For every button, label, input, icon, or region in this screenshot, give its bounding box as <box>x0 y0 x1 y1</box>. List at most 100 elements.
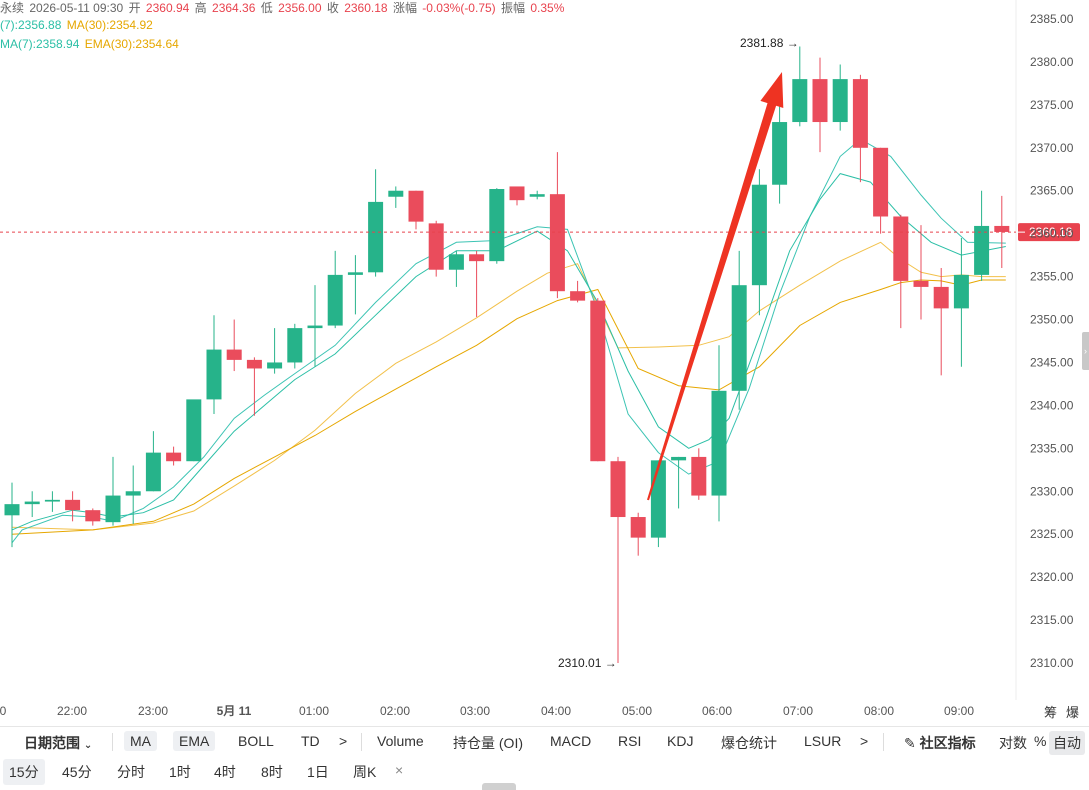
oi-indicator-button[interactable]: 持仓量 (OI) <box>453 735 523 751</box>
legend-ema7: MA(7):2358.94 <box>0 37 80 51</box>
interval-45m[interactable]: 45分 <box>62 764 92 780</box>
candle[interactable] <box>65 491 81 522</box>
interval-15m[interactable]: 15分 <box>3 759 45 785</box>
candle[interactable] <box>347 255 363 315</box>
candle[interactable] <box>731 250 747 410</box>
candle[interactable] <box>994 195 1010 269</box>
candle[interactable] <box>125 465 141 524</box>
candle[interactable] <box>206 315 222 414</box>
ema-indicator-button[interactable]: EMA <box>173 731 216 751</box>
time-axis: 0 22:00 23:00 5月 11 01:00 02:00 03:00 04:00 05:0… <box>0 704 1079 720</box>
candle-body <box>65 499 81 511</box>
candle[interactable] <box>489 188 505 264</box>
log-scale-button[interactable]: 对数 <box>999 735 1027 751</box>
candle[interactable] <box>772 100 788 204</box>
sub-indicators-more-button[interactable]: > <box>860 733 869 749</box>
ma-indicator-button[interactable]: MA <box>124 731 157 751</box>
chip-distribution-label[interactable]: 筹 <box>1044 705 1057 720</box>
candle-body <box>691 456 707 496</box>
community-indicators-button[interactable]: ✎ 社区指标 <box>904 733 976 753</box>
change-value: -0.03%(-0.75) <box>422 1 496 15</box>
interval-1d[interactable]: 1日 <box>307 764 329 780</box>
candle-body <box>125 491 141 496</box>
candle[interactable] <box>792 46 808 127</box>
candle[interactable] <box>590 298 606 462</box>
liquidation-stats-button[interactable]: 爆仓统计 <box>721 735 777 751</box>
candle[interactable] <box>529 190 545 200</box>
volume-indicator-button[interactable]: Volume <box>377 733 424 749</box>
y-tick-label: 2350.00 <box>1030 313 1074 327</box>
candle[interactable] <box>913 225 929 320</box>
candle[interactable] <box>933 268 949 376</box>
candle[interactable] <box>428 220 444 277</box>
candle[interactable] <box>388 186 404 208</box>
macd-indicator-button[interactable]: MACD <box>550 733 592 749</box>
candle[interactable] <box>226 319 242 372</box>
candle-body <box>44 499 60 502</box>
candle[interactable] <box>44 491 60 512</box>
resize-handle[interactable] <box>482 783 516 790</box>
candle[interactable] <box>953 237 969 367</box>
auto-scale-button[interactable]: 自动 <box>1049 731 1085 755</box>
candle-body <box>408 190 424 222</box>
candle[interactable] <box>85 508 101 526</box>
candle[interactable] <box>893 214 909 329</box>
candle[interactable] <box>408 190 424 230</box>
interval-8h[interactable]: 8时 <box>261 764 283 780</box>
candle[interactable] <box>832 64 848 131</box>
candle-body <box>893 216 909 281</box>
interval-timeshare[interactable]: 分时 <box>117 764 145 780</box>
candle[interactable] <box>570 280 586 303</box>
candle[interactable] <box>368 169 384 277</box>
candle[interactable] <box>812 57 828 153</box>
candle[interactable] <box>691 448 707 500</box>
candle[interactable] <box>509 186 525 206</box>
y-tick-label: 2320.00 <box>1030 570 1074 584</box>
ohlc-header: 永续 2026-05-11 09:30 开 2360.94 高 2364.36 … <box>0 0 566 16</box>
liquidation-map-label[interactable]: 爆 <box>1066 705 1079 720</box>
candle[interactable] <box>711 345 727 522</box>
candle[interactable] <box>186 399 202 462</box>
date-range-label: 日期范围 <box>24 735 80 751</box>
date-range-button[interactable]: 日期范围 ⌄ <box>24 733 92 753</box>
percent-scale-button[interactable]: % <box>1034 733 1047 749</box>
lsur-indicator-button[interactable]: LSUR <box>804 733 842 749</box>
candle[interactable] <box>327 250 343 329</box>
candle[interactable] <box>610 456 626 663</box>
candle[interactable] <box>166 446 182 466</box>
candle[interactable] <box>549 152 565 299</box>
kdj-indicator-button[interactable]: KDJ <box>667 733 694 749</box>
interval-week[interactable]: 周K <box>353 764 377 780</box>
candle[interactable] <box>246 357 262 416</box>
candle[interactable] <box>650 460 666 548</box>
candle[interactable] <box>307 285 323 367</box>
price-chart[interactable]: 2360.18 2381.88 → 2310.01 → 2385.00 2380.00… <box>0 0 1089 725</box>
candle[interactable] <box>671 456 687 509</box>
candle[interactable] <box>287 323 303 369</box>
candle[interactable] <box>145 431 161 492</box>
interval-1h[interactable]: 1时 <box>169 764 191 780</box>
side-collapse-handle[interactable]: › <box>1082 332 1089 370</box>
candle[interactable] <box>873 147 889 234</box>
td-indicator-button[interactable]: TD <box>301 733 320 749</box>
candle[interactable] <box>751 169 767 316</box>
candle[interactable] <box>852 74 868 183</box>
candle[interactable] <box>4 482 20 548</box>
candle-body <box>24 501 40 505</box>
close-icon[interactable]: × <box>395 762 404 778</box>
candle[interactable] <box>24 491 40 518</box>
main-indicators-more-button[interactable]: > <box>339 733 348 749</box>
candle[interactable] <box>469 250 485 317</box>
candle-body <box>307 325 323 329</box>
boll-indicator-button[interactable]: BOLL <box>238 733 274 749</box>
candle[interactable] <box>448 250 464 287</box>
candle[interactable] <box>267 328 283 374</box>
candle[interactable] <box>974 190 990 281</box>
ma7-line <box>11 138 1006 544</box>
candle-body <box>570 291 586 301</box>
candle[interactable] <box>105 456 121 526</box>
candle-body <box>529 194 545 197</box>
interval-4h[interactable]: 4时 <box>214 764 236 780</box>
rsi-indicator-button[interactable]: RSI <box>618 733 642 749</box>
candle[interactable] <box>630 512 646 556</box>
